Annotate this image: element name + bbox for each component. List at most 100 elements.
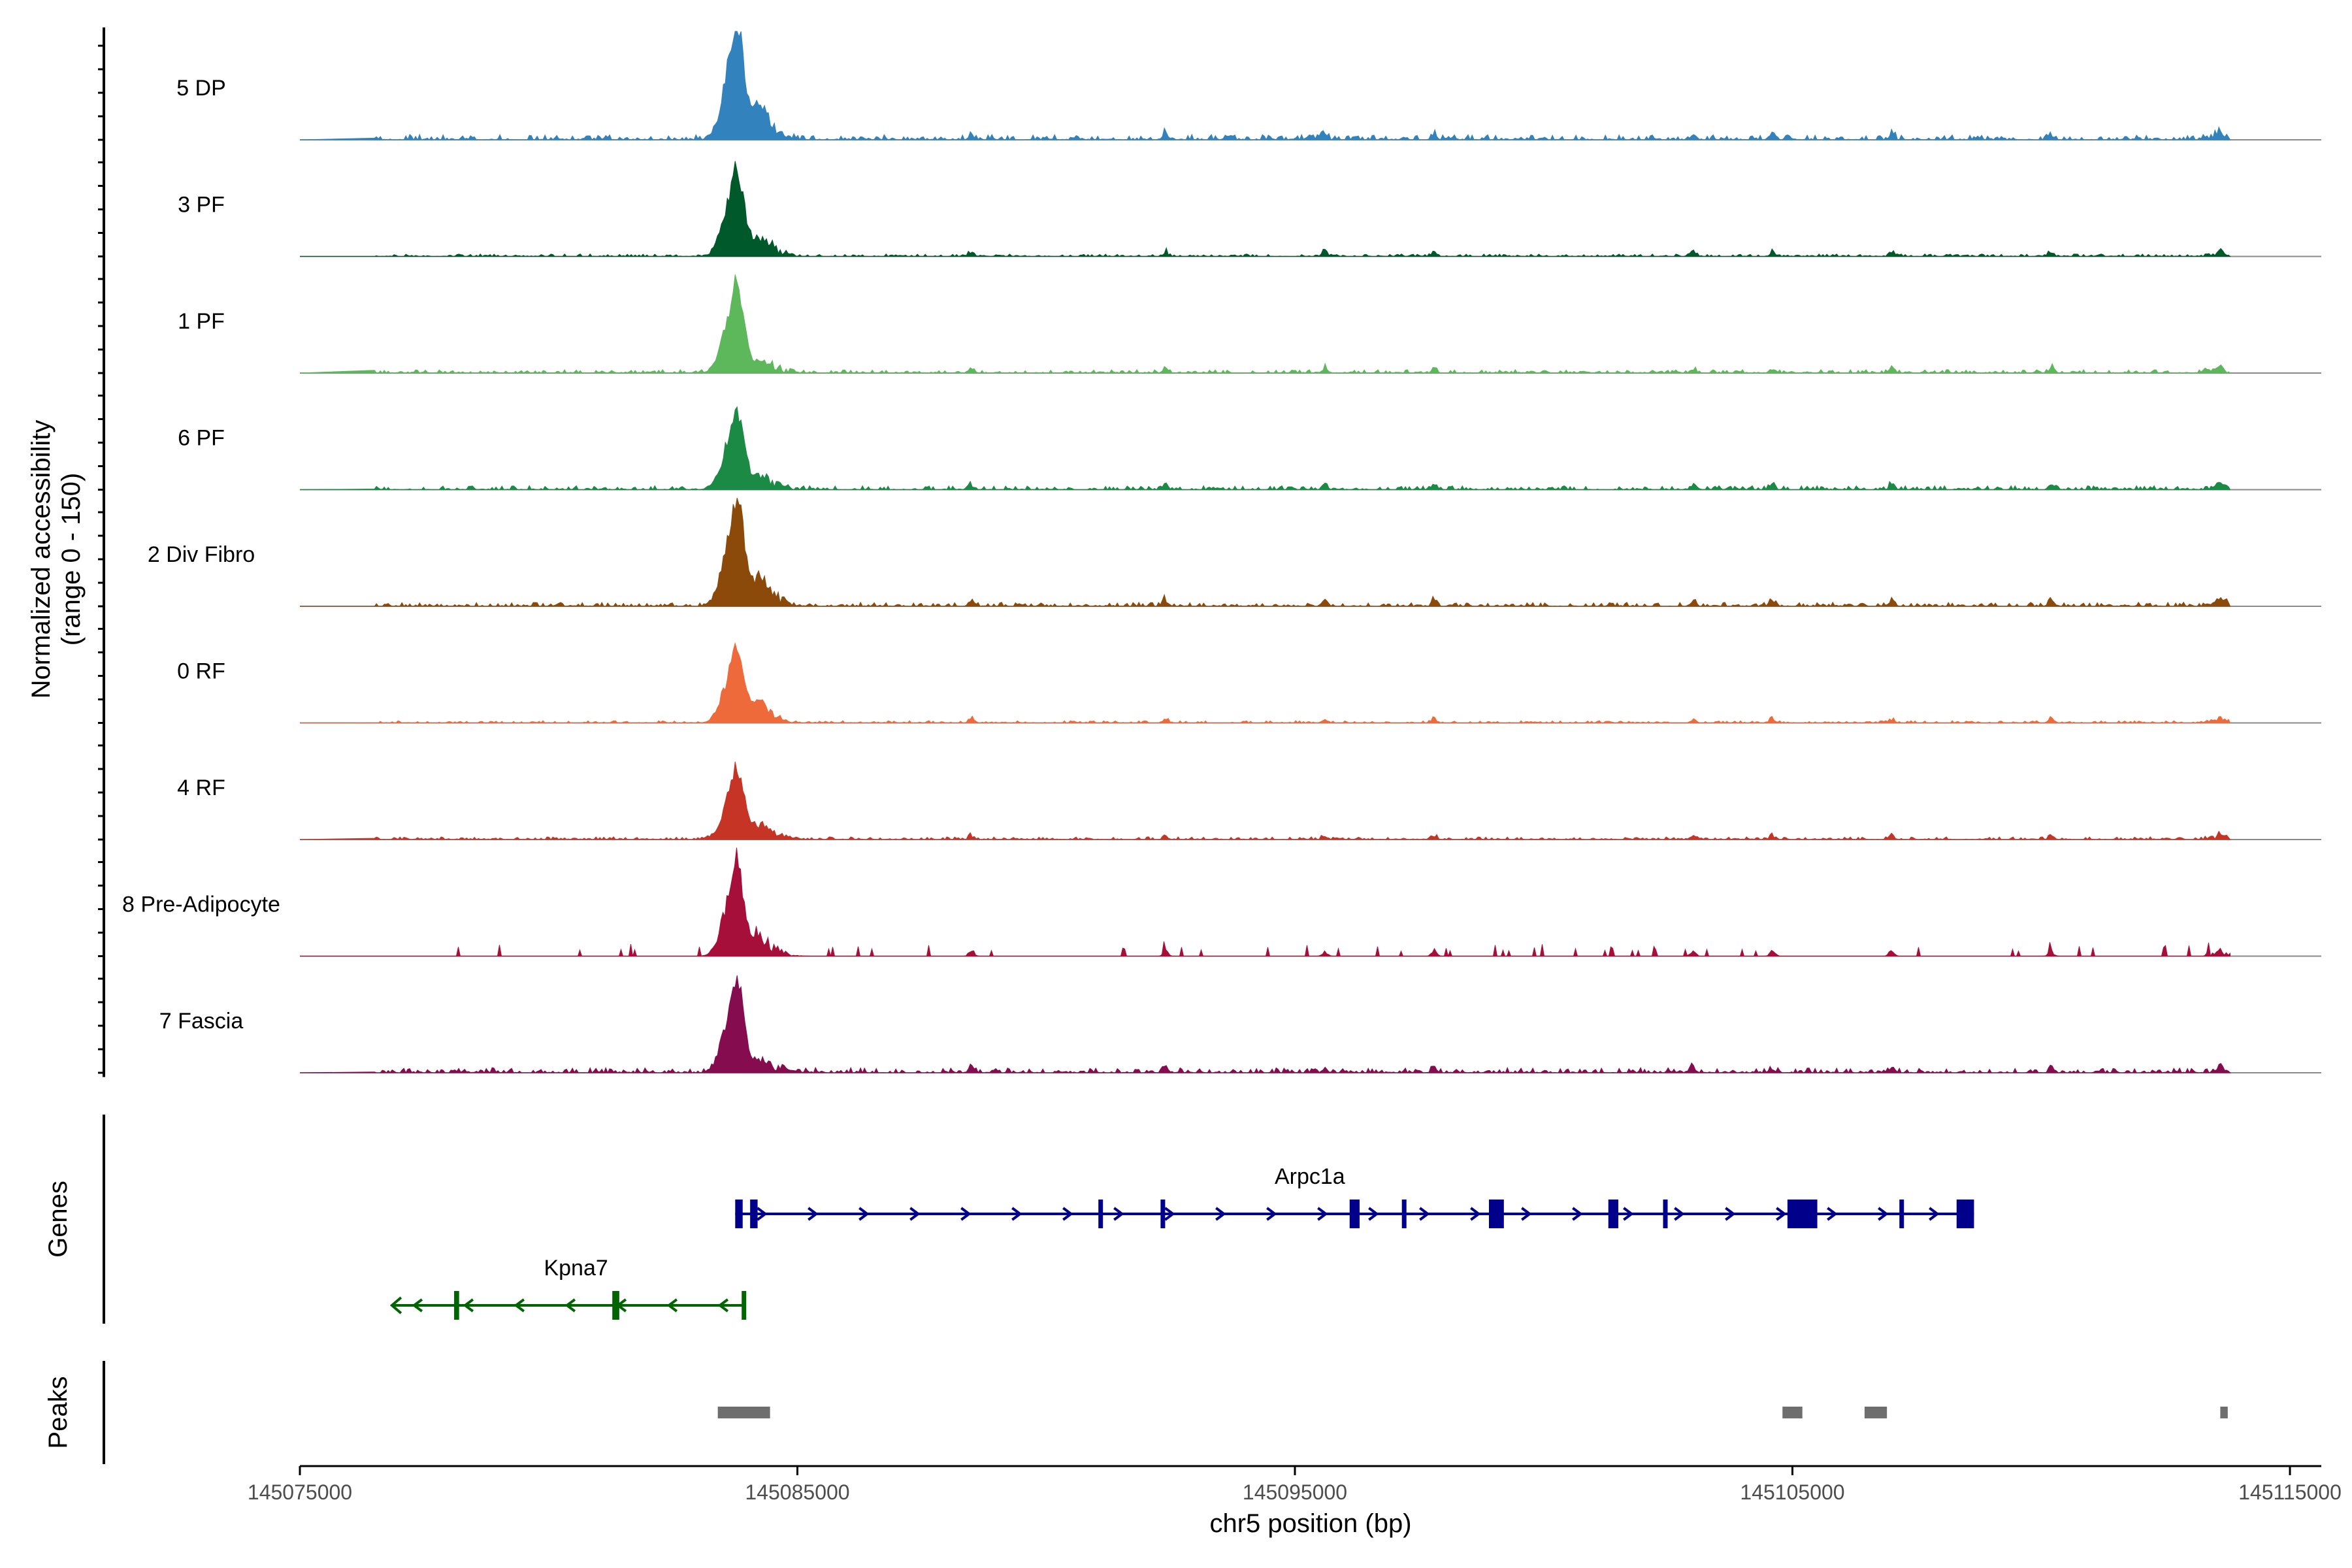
x-tick-label: 145115000 xyxy=(2238,1480,2342,1504)
strand-arrow xyxy=(1827,1207,1838,1221)
gene-start-arrow xyxy=(389,1296,402,1315)
strand-arrow xyxy=(858,1207,870,1221)
exon xyxy=(1160,1200,1166,1228)
coverage-area xyxy=(299,975,2231,1074)
strand-arrow xyxy=(1215,1207,1226,1221)
peaks-panel: Peaks xyxy=(44,1361,2228,1464)
peak-region xyxy=(2220,1407,2228,1418)
gene-label: Arpc1a xyxy=(1275,1164,1345,1189)
strand-arrow xyxy=(1929,1207,1940,1221)
strand-arrow xyxy=(514,1298,525,1313)
coverage-area xyxy=(299,761,2231,840)
gene-model: Arpc1a xyxy=(735,1164,1974,1228)
coverage-track: 1 PF xyxy=(178,274,2321,374)
track-label: 1 PF xyxy=(178,309,225,334)
coverage-tracks: 5 DP 3 PF 1 PF 6 PF 2 Div Fibro 0 RF 4 RF 8 Pre… xyxy=(122,31,2321,1074)
peak-region xyxy=(717,1407,770,1418)
x-axis-ticks: 145075000 145085000 145095000 145105000 1451… xyxy=(248,1466,2342,1504)
track-label: 2 Div Fibro xyxy=(148,542,255,567)
strand-arrow xyxy=(1572,1207,1583,1221)
peak-region xyxy=(1864,1407,1887,1418)
exon xyxy=(735,1200,743,1228)
x-tick-label: 145105000 xyxy=(1740,1480,1844,1504)
exon xyxy=(750,1200,758,1228)
strand-arrow xyxy=(564,1298,576,1313)
strand-arrow xyxy=(1878,1207,1889,1221)
exon xyxy=(1401,1200,1407,1228)
strand-arrow xyxy=(1674,1207,1685,1221)
peak-regions xyxy=(717,1407,2228,1418)
strand-arrow xyxy=(1470,1207,1481,1221)
gene-model: Kpna7 xyxy=(389,1256,747,1320)
coverage-track: 7 Fascia xyxy=(159,975,2321,1074)
peaks-panel-label: Peaks xyxy=(44,1376,73,1448)
coverage-track: 2 Div Fibro xyxy=(148,497,2321,607)
exon xyxy=(1488,1200,1504,1228)
exon xyxy=(1787,1200,1818,1228)
strand-arrow xyxy=(1623,1207,1634,1221)
coverage-track: 0 RF xyxy=(177,642,2321,724)
strand-arrow xyxy=(909,1207,921,1221)
exon xyxy=(1608,1200,1618,1228)
strand-arrow xyxy=(1725,1207,1736,1221)
track-label: 3 PF xyxy=(178,193,225,218)
coverage-track: 4 RF xyxy=(177,761,2321,840)
track-label: 6 PF xyxy=(178,426,225,451)
strand-arrow xyxy=(412,1298,423,1313)
coverage-track: 5 DP xyxy=(176,31,2321,141)
genes-panel: Genes Arpc1a Kpna7 xyxy=(44,1115,1974,1324)
genes-panel-label: Genes xyxy=(44,1181,73,1258)
strand-arrow xyxy=(1521,1207,1532,1221)
x-tick-label: 145095000 xyxy=(1243,1480,1347,1504)
coverage-area xyxy=(299,406,2231,491)
x-tick-label: 145075000 xyxy=(248,1480,352,1504)
strand-arrow xyxy=(1317,1207,1328,1221)
gene-label: Kpna7 xyxy=(544,1256,608,1281)
exon xyxy=(1956,1200,1974,1228)
exon xyxy=(1349,1200,1360,1228)
coverage-area xyxy=(300,161,2231,257)
exon xyxy=(1098,1200,1103,1228)
strand-arrow xyxy=(1164,1207,1175,1221)
exon xyxy=(1899,1200,1904,1228)
exon xyxy=(454,1291,459,1320)
x-axis-label: chr5 position (bp) xyxy=(1209,1509,1411,1538)
track-label: 7 Fascia xyxy=(159,1009,244,1034)
exon xyxy=(612,1291,619,1320)
track-label: 0 RF xyxy=(177,659,225,684)
coverage-track: 3 PF xyxy=(178,161,2321,257)
track-label: 4 RF xyxy=(177,776,225,800)
strand-arrow xyxy=(1368,1207,1379,1221)
peak-region xyxy=(1782,1407,1803,1418)
strand-arrow xyxy=(1011,1207,1022,1221)
y-axis-title: Normalized accessibility (range 0 - 150) xyxy=(27,420,86,699)
strand-arrow xyxy=(463,1298,474,1313)
coverage-y-axis xyxy=(98,27,105,1077)
strand-arrow xyxy=(717,1298,729,1313)
coverage-area xyxy=(299,274,2232,374)
exon xyxy=(1663,1200,1668,1228)
strand-arrow xyxy=(808,1207,819,1221)
x-tick-label: 145085000 xyxy=(745,1480,849,1504)
y-axis-label: Normalized accessibility xyxy=(27,420,56,699)
coverage-area xyxy=(299,31,2231,141)
y-axis-range-label: (range 0 - 150) xyxy=(57,473,86,646)
strand-arrow xyxy=(1266,1207,1277,1221)
strand-arrow xyxy=(666,1298,678,1313)
strand-arrow xyxy=(757,1207,768,1221)
strand-arrow xyxy=(1062,1207,1073,1221)
coverage-area xyxy=(300,847,2231,958)
track-label: 5 DP xyxy=(176,76,226,101)
track-label: 8 Pre-Adipocyte xyxy=(122,892,280,917)
strand-arrow xyxy=(1419,1207,1430,1221)
coverage-track: 8 Pre-Adipocyte xyxy=(122,847,2321,958)
strand-arrow xyxy=(960,1207,972,1221)
gene-models: Arpc1a Kpna7 xyxy=(389,1164,1974,1320)
strand-arrow xyxy=(1776,1207,1787,1221)
coverage-track: 6 PF xyxy=(178,406,2321,491)
coverage-area xyxy=(299,642,2231,724)
exon xyxy=(742,1291,747,1320)
strand-arrow xyxy=(1113,1207,1124,1221)
coverage-area xyxy=(300,497,2231,607)
